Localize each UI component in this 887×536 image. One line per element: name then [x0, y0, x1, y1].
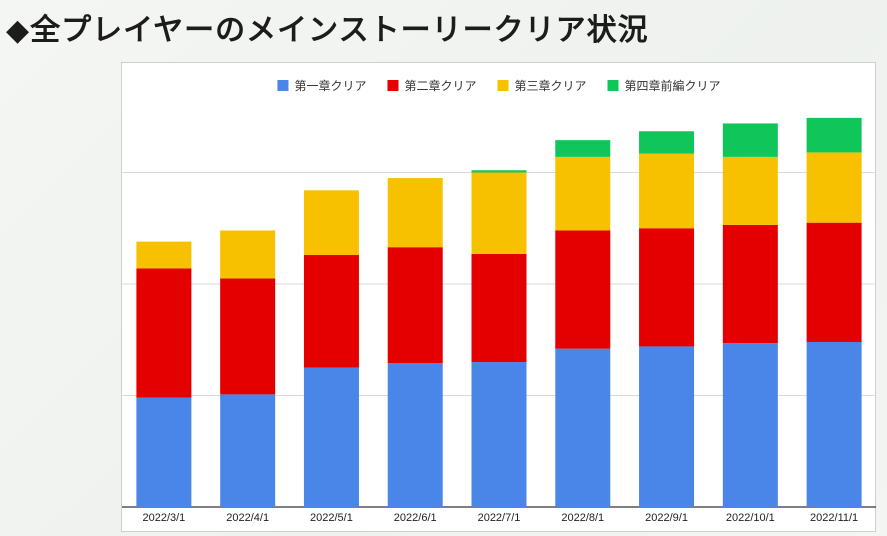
bar-segment — [387, 363, 443, 507]
x-tick-label: 2022/7/1 — [478, 512, 521, 524]
bar-segment — [220, 230, 276, 279]
bar-segment — [303, 367, 359, 507]
bar-segment — [387, 247, 443, 364]
legend-swatch — [387, 80, 399, 91]
bar-segment — [471, 253, 527, 363]
bar-segment — [722, 156, 778, 225]
legend-swatch — [607, 80, 619, 91]
bar-segment — [471, 170, 527, 173]
bar-segment — [136, 268, 192, 398]
x-tick-label: 2022/9/1 — [645, 512, 688, 524]
legend-swatch — [497, 80, 509, 91]
page-title: ◆全プレイヤーのメインストーリークリア状況 — [6, 13, 649, 48]
bar-segment — [387, 178, 443, 248]
legend-item: 第二章クリア — [387, 78, 477, 93]
bars — [136, 117, 862, 507]
x-axis: 2022/3/1 2022/4/1 2022/5/1 2022/6/1 2022/7/1… — [142, 512, 858, 524]
bar-segment — [471, 362, 527, 507]
bar-segment — [555, 348, 611, 507]
stacked-bar-chart: 2022/3/1 2022/4/1 2022/5/1 2022/6/1 2022/7/1… — [121, 62, 876, 532]
legend: 第一章クリア 第二章クリア 第三章クリア 第四章前編クリア — [277, 78, 721, 93]
bar-segment — [555, 140, 611, 157]
bar-segment — [806, 117, 862, 153]
chart-canvas: 2022/3/1 2022/4/1 2022/5/1 2022/6/1 2022/7/1… — [122, 78, 876, 524]
legend-swatch — [277, 80, 289, 91]
legend-label: 第四章前編クリア — [625, 78, 721, 93]
bar-segment — [806, 341, 862, 507]
legend-label: 第二章クリア — [404, 78, 476, 93]
bar-segment — [806, 222, 862, 342]
bar-segment — [303, 255, 359, 368]
x-tick-label: 2022/11/1 — [810, 512, 858, 524]
x-tick-label: 2022/6/1 — [394, 512, 437, 524]
x-tick-label: 2022/3/1 — [142, 512, 185, 524]
legend-label: 第三章クリア — [515, 78, 587, 93]
bar-segment — [722, 343, 778, 507]
legend-item: 第四章前編クリア — [607, 78, 721, 93]
x-tick-label: 2022/5/1 — [310, 512, 353, 524]
x-tick-label: 2022/10/1 — [726, 512, 775, 524]
bar-segment — [220, 394, 276, 507]
bar-segment — [303, 190, 359, 256]
bar-segment — [220, 278, 276, 395]
bar-segment — [639, 228, 695, 347]
bar-segment — [136, 241, 192, 269]
x-tick-label: 2022/4/1 — [226, 512, 269, 524]
x-tick-label: 2022/8/1 — [561, 512, 604, 524]
bar-segment — [555, 156, 611, 231]
bar-segment — [722, 224, 778, 344]
bar-segment — [555, 230, 611, 349]
bar-segment — [639, 346, 695, 507]
legend-label: 第一章クリア — [294, 78, 366, 93]
bar-segment — [639, 131, 695, 154]
legend-item: 第三章クリア — [497, 78, 587, 93]
bar-segment — [471, 172, 527, 254]
bar-segment — [806, 152, 862, 223]
legend-item: 第一章クリア — [277, 78, 366, 93]
bar-segment — [639, 153, 695, 229]
bar-segment — [136, 397, 192, 507]
bar-segment — [722, 123, 778, 157]
